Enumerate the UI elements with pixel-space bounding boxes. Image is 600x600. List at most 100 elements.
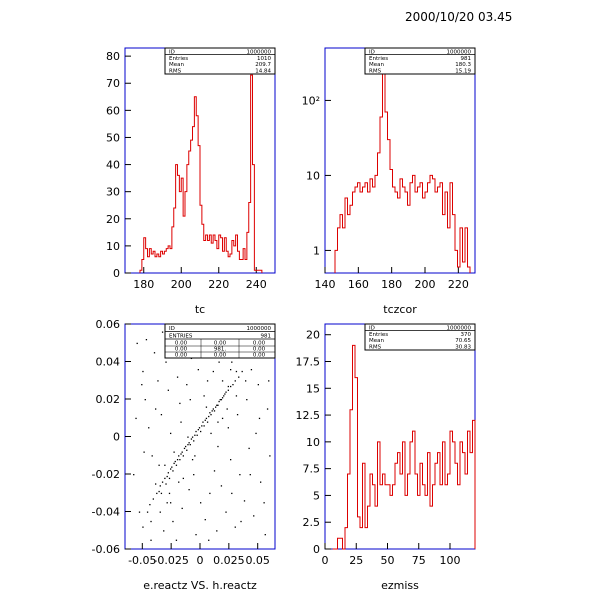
- scatter-point: [209, 492, 211, 495]
- y-tick-label: 60: [106, 104, 120, 117]
- scatter-point: [179, 402, 181, 405]
- scatter-point: [216, 404, 218, 406]
- x-axis-label: e.reactz VS. h.reactz: [143, 579, 257, 592]
- stats-label: RMS: [369, 68, 382, 74]
- stats-value: 1000000: [247, 50, 272, 56]
- scatter-point: [146, 511, 149, 513]
- scatter-point: [200, 502, 202, 504]
- scatter-point: [170, 502, 172, 504]
- stats-value: 180.3: [455, 62, 471, 68]
- top-left-plot: 180 200 220 240 0 10 20 30 40 50 60 70 80 tc ID 1000000…: [106, 47, 276, 316]
- scatter-point: [248, 447, 250, 450]
- scatter-point: [218, 361, 220, 363]
- scatter-point: [201, 425, 203, 427]
- stats-value: 70.65: [455, 338, 471, 344]
- stats-cell: 0.00: [175, 347, 188, 353]
- scatter-point: [221, 397, 224, 399]
- stats-value: 209.7: [255, 62, 271, 68]
- stats-value: 30.83: [455, 344, 471, 350]
- scatter-point: [135, 417, 137, 420]
- stats-value: 1010: [257, 56, 271, 62]
- scatter-point: [220, 399, 223, 401]
- stats-label: ID: [369, 50, 375, 56]
- scatter-point: [148, 427, 150, 429]
- scatter-point: [167, 389, 169, 391]
- scatter-point: [210, 432, 212, 435]
- stats-label: ID: [169, 50, 175, 56]
- scatter-point: [164, 477, 166, 480]
- scatter-point: [174, 460, 176, 463]
- timestamp: 2000/10/20 03.45: [405, 10, 513, 24]
- scatter-point: [194, 434, 196, 436]
- y-tick-label: 10: [306, 436, 320, 449]
- scatter-point: [216, 530, 218, 532]
- scatter-point: [155, 483, 157, 485]
- scatter-point: [187, 436, 189, 438]
- scatter-point: [189, 444, 191, 446]
- bottom-left-plot: -0.05-0.025 0 0.025 0.05 -0.06 -0.04 -0.02 0 0.0…: [92, 318, 276, 592]
- scatter-point: [206, 421, 209, 423]
- scatter-point: [166, 475, 168, 478]
- scatter-point: [170, 432, 172, 435]
- scatter-point: [165, 361, 167, 363]
- scatter-point: [153, 352, 156, 354]
- scatter-point: [180, 453, 182, 455]
- y-tick-label: 40: [106, 159, 120, 172]
- scatter-point: [150, 539, 152, 541]
- scatter-point: [158, 464, 160, 466]
- x-tick-label: 220: [448, 278, 469, 291]
- scatter-point: [176, 376, 179, 378]
- stats-value: 1000000: [247, 326, 272, 332]
- x-tick-label: 0: [197, 554, 204, 567]
- y-tick-label: 0: [113, 267, 120, 280]
- y-tick-label: 2.5: [303, 516, 321, 529]
- stats-label: ID: [169, 326, 175, 332]
- x-axis-label: ezmiss: [381, 579, 419, 592]
- x-tick-label: 160: [348, 278, 369, 291]
- scatter-point: [226, 408, 228, 410]
- x-tick-label: 180: [381, 278, 402, 291]
- scatter-point: [212, 408, 214, 410]
- scatter-point: [212, 370, 214, 373]
- scatter-point: [138, 511, 141, 513]
- scatter-point: [173, 462, 175, 465]
- scatter-point: [204, 419, 206, 421]
- scatter-point: [175, 539, 178, 541]
- x-tick-label: 100: [440, 554, 461, 567]
- y-tick-label: 15: [306, 382, 320, 395]
- y-tick-label: 17.5: [296, 356, 321, 369]
- scatter-point: [157, 380, 159, 382]
- scatter-point: [202, 421, 204, 423]
- scatter-point: [149, 504, 151, 506]
- scatter-point: [175, 464, 178, 466]
- scatter-point: [161, 481, 164, 483]
- stats-cell: 0.00: [175, 341, 188, 347]
- stats-value: 1000000: [447, 50, 472, 56]
- stats-label: ID: [369, 326, 375, 332]
- scatter-point: [203, 395, 205, 397]
- scatter-point: [178, 481, 180, 483]
- scatter-point: [249, 474, 251, 476]
- stats-cell: 0.00: [253, 353, 266, 359]
- scatter-point: [264, 534, 266, 536]
- scatter-point: [161, 331, 164, 333]
- y-tick-label: 0.04: [96, 356, 121, 369]
- scatter-point: [213, 470, 216, 472]
- stats-label: Entries: [369, 56, 388, 62]
- scatter-point: [187, 444, 189, 446]
- x-tick-label: 200: [171, 278, 192, 291]
- scatter-point: [136, 342, 138, 345]
- scatter-point: [159, 511, 161, 513]
- y-tick-label: 0: [113, 431, 120, 444]
- y-tick-label: 1: [313, 244, 320, 257]
- stats-value: 14.84: [255, 68, 271, 74]
- scatter-point: [232, 384, 234, 386]
- scatter-point: [197, 369, 199, 371]
- scatter-point: [144, 399, 146, 401]
- y-tick-label: 70: [106, 77, 120, 90]
- stats-label: Mean: [369, 338, 384, 344]
- scatter-point: [166, 502, 168, 504]
- scatter-point: [263, 502, 265, 504]
- scatter-point: [236, 414, 239, 416]
- scatter-point: [143, 451, 145, 453]
